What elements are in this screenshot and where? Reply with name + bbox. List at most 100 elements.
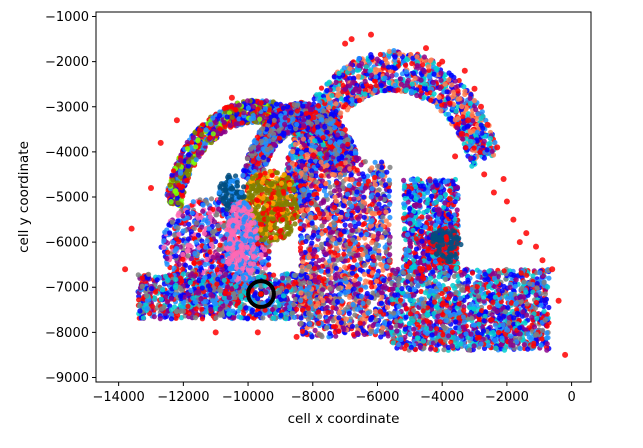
cell-point <box>298 150 304 156</box>
cell-point <box>200 208 206 214</box>
cell-point <box>445 96 451 102</box>
cell-point <box>467 95 473 101</box>
cell-point <box>267 118 273 124</box>
cell-point <box>167 182 173 188</box>
cell-point <box>397 76 404 82</box>
cell-point <box>459 103 465 110</box>
cell-point <box>276 135 282 141</box>
cell-point <box>303 110 310 116</box>
cell-point <box>184 146 191 152</box>
cell-point <box>169 193 175 199</box>
cell-point <box>421 54 427 60</box>
cell-point <box>232 106 238 113</box>
cell-point <box>171 265 177 271</box>
cell-point <box>185 163 191 169</box>
cell-point <box>478 115 484 121</box>
cell-point <box>162 229 168 235</box>
cell-point <box>186 152 192 158</box>
cell-point <box>335 86 341 92</box>
cell-point <box>190 199 196 205</box>
cell-point <box>257 116 263 122</box>
cell-point <box>255 106 261 112</box>
cell-point <box>202 261 208 268</box>
cell-point <box>386 48 392 55</box>
cell-point <box>428 97 434 103</box>
cell-point <box>455 96 461 102</box>
cell-point <box>308 106 314 112</box>
cell-point <box>467 138 474 144</box>
cell-point <box>210 131 216 137</box>
cell-point <box>310 152 316 158</box>
cell-point <box>378 83 384 89</box>
cell-point <box>222 123 228 130</box>
cell-point <box>460 114 466 120</box>
cell-point <box>300 103 306 109</box>
cell-point <box>293 175 299 181</box>
cell-point <box>363 64 369 70</box>
cell-point <box>374 67 380 73</box>
cell-point <box>290 116 296 122</box>
cell-point <box>320 142 326 148</box>
cell-point <box>200 122 206 128</box>
cell-point <box>241 110 247 116</box>
cell-point <box>208 121 214 127</box>
cell-point <box>259 259 265 265</box>
cell-point <box>342 86 348 92</box>
cell-point <box>168 199 174 205</box>
cell-point <box>263 141 269 147</box>
cell-point <box>185 167 191 173</box>
cell-point <box>352 148 358 154</box>
cell-point <box>318 85 325 91</box>
cell-point <box>263 98 269 104</box>
cell-point <box>226 110 232 116</box>
cell-point <box>329 93 335 99</box>
cell-point <box>195 138 201 144</box>
cell-point <box>271 112 277 118</box>
cell-point <box>382 88 388 94</box>
cell-point <box>479 130 485 136</box>
cell-point <box>222 129 228 135</box>
cell-point <box>281 130 287 136</box>
cell-point <box>455 88 461 94</box>
cell-point <box>455 104 461 110</box>
cell-point <box>481 155 487 161</box>
cell-point <box>185 242 191 248</box>
cell-point <box>350 80 356 86</box>
cell-point <box>446 70 452 76</box>
cell-point <box>244 156 250 162</box>
cell-point <box>316 146 322 152</box>
cell-point <box>481 138 487 144</box>
cell-point <box>433 65 439 71</box>
cell-point <box>185 172 191 178</box>
cell-point <box>342 127 348 133</box>
cell-point <box>431 91 437 97</box>
cell-point <box>484 147 490 153</box>
cell-point <box>245 105 251 111</box>
cell-point <box>284 104 291 110</box>
cell-point <box>195 232 202 238</box>
cell-point <box>439 102 445 108</box>
cell-point <box>190 135 196 141</box>
cell-point <box>175 162 181 168</box>
cell-point <box>228 104 234 110</box>
cell-point <box>184 139 190 145</box>
cell-point <box>425 64 432 70</box>
cell-point <box>264 147 270 153</box>
cell-point <box>463 145 469 151</box>
cell-point <box>325 81 331 87</box>
cell-point <box>161 244 167 250</box>
cell-point <box>224 114 230 120</box>
cell-point <box>469 112 475 118</box>
cell-point <box>373 83 379 89</box>
cell-point <box>215 223 221 229</box>
cell-point <box>210 115 216 121</box>
cell-point <box>255 161 261 167</box>
cell-point <box>203 127 209 133</box>
cell-point <box>192 130 198 136</box>
cell-point <box>172 232 178 238</box>
cell-point <box>430 79 436 86</box>
cell-point <box>474 129 480 135</box>
cell-point <box>199 149 205 155</box>
cell-point <box>243 163 249 169</box>
cell-point <box>336 70 342 76</box>
